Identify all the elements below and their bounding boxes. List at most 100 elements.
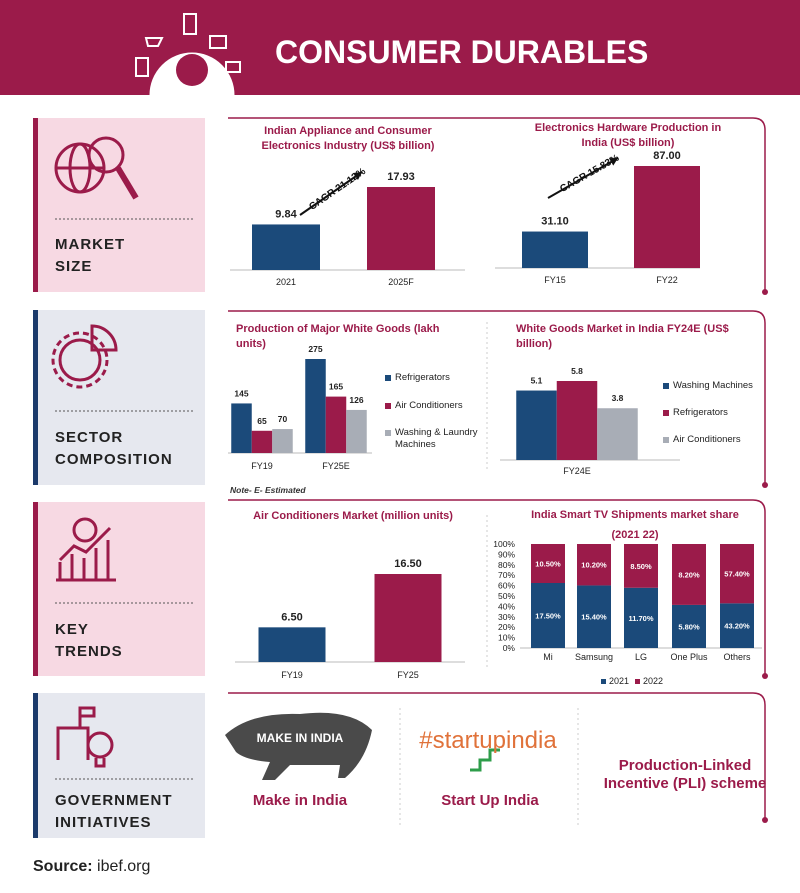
y-tick-label: 70% (498, 570, 515, 580)
legend-swatch (385, 430, 391, 436)
section-box (33, 693, 205, 838)
x-tick-label: 2025F (388, 277, 414, 287)
chart-title: Air Conditioners Market (million units) (253, 510, 453, 522)
value-label: 15.40% (581, 613, 607, 622)
chart-title: White Goods Market in India FY24E (US$ b… (516, 323, 729, 350)
bar (272, 429, 293, 453)
section-box (33, 118, 205, 292)
value-label: 126 (349, 395, 363, 405)
value-label: 5.1 (531, 376, 543, 386)
outline-dots (762, 289, 768, 823)
value-label: 11.70% (628, 614, 653, 623)
initiative-label: Make in India (252, 792, 348, 809)
bar (231, 403, 252, 453)
x-tick-label: Samsung (575, 652, 613, 662)
legend-swatch (635, 679, 640, 684)
x-tick-label: FY19 (251, 461, 273, 471)
initiative-label: Start Up India (441, 792, 539, 809)
value-label: 57.40% (724, 570, 750, 579)
bar (522, 231, 588, 268)
section-stripe (33, 118, 38, 292)
section-box (33, 502, 205, 676)
y-tick-label: 80% (498, 560, 515, 570)
header-icon (135, 13, 241, 96)
chart-title: Production of Major White Goods (lakh un… (236, 323, 440, 350)
bar (251, 430, 273, 453)
x-tick-label: Mi (543, 652, 553, 662)
chart-title: Indian Appliance and Consumer Electronic… (261, 125, 435, 152)
value-label: 43.20% (724, 622, 750, 631)
section-stripe (33, 502, 38, 676)
legend-label: Air Conditioners (395, 400, 463, 411)
y-tick-label: 30% (498, 612, 515, 622)
bar (346, 409, 367, 453)
section-box (33, 310, 205, 485)
legend-label: 2022 (643, 676, 663, 686)
y-tick-label: 10% (498, 633, 515, 643)
annotation: CAGR 21.12% (307, 166, 368, 213)
bar-segment (577, 585, 611, 648)
bar-segment (720, 544, 754, 604)
bar-segment (672, 544, 706, 605)
header-band (0, 0, 800, 95)
y-tick-label: 20% (498, 622, 515, 632)
bar (597, 408, 638, 460)
bar-segment (624, 544, 658, 588)
source: Source: ibef.org (33, 858, 150, 876)
annotation: CAGR 15.83% (558, 153, 621, 195)
source-label: Source: (33, 858, 93, 875)
bar-segment (531, 544, 565, 583)
legend-swatch (663, 410, 669, 416)
x-tick-label: FY15 (544, 275, 566, 285)
bar (258, 627, 326, 662)
panel-dividers (399, 322, 579, 825)
section-stripe (33, 693, 38, 838)
section-label: SECTOR COMPOSITION (55, 429, 173, 468)
value-label: 87.00 (653, 150, 681, 162)
value-label: 165 (329, 382, 343, 392)
startup-stair (470, 748, 500, 772)
bar (367, 187, 435, 270)
bar (374, 574, 442, 662)
value-label: 16.50 (394, 558, 422, 570)
logo-text: MAKE IN INDIA (257, 731, 344, 745)
bar-segment (720, 603, 754, 648)
value-label: 145 (234, 388, 248, 398)
legend-swatch (601, 679, 606, 684)
page-title: CONSUMER DURABLES (275, 34, 648, 70)
x-tick-label: Others (723, 652, 751, 662)
value-label: 275 (308, 344, 322, 354)
section-label: MARKET SIZE (55, 236, 126, 275)
y-tick-label: 0% (503, 643, 516, 653)
legend-label: Air Conditioners (673, 434, 741, 445)
value-label: 70 (278, 414, 288, 424)
legend-swatch (663, 383, 669, 389)
value-label: 17.50% (535, 612, 561, 621)
y-tick-label: 40% (498, 601, 515, 611)
y-tick-label: 100% (493, 539, 515, 549)
legend-label: Washing Machines (673, 380, 753, 391)
bar (252, 224, 320, 270)
legend-swatch (385, 375, 391, 381)
bar (516, 390, 557, 460)
legend-label: 2021 (609, 676, 629, 686)
bar (305, 359, 326, 453)
section-label: KEY TRENDS (55, 621, 123, 660)
bar-segment (531, 583, 565, 648)
x-tick-label: FY25E (322, 461, 350, 471)
x-tick-label: One Plus (670, 652, 708, 662)
annotation-arrowhead (352, 172, 362, 180)
make-in-india-logo (225, 712, 372, 780)
x-tick-label: FY19 (281, 670, 303, 680)
value-label: 17.93 (387, 171, 415, 183)
y-tick-label: 60% (498, 581, 515, 591)
value-label: 5.8 (571, 366, 583, 376)
section-stripe (33, 310, 38, 485)
bar-segment (624, 587, 658, 648)
section-label: GOVERNMENT INITIATIVES (55, 792, 173, 831)
value-label: 9.84 (275, 208, 297, 220)
x-tick-label: 2021 (276, 277, 296, 287)
separators (55, 218, 195, 780)
legend-label: Refrigerators (673, 407, 728, 418)
